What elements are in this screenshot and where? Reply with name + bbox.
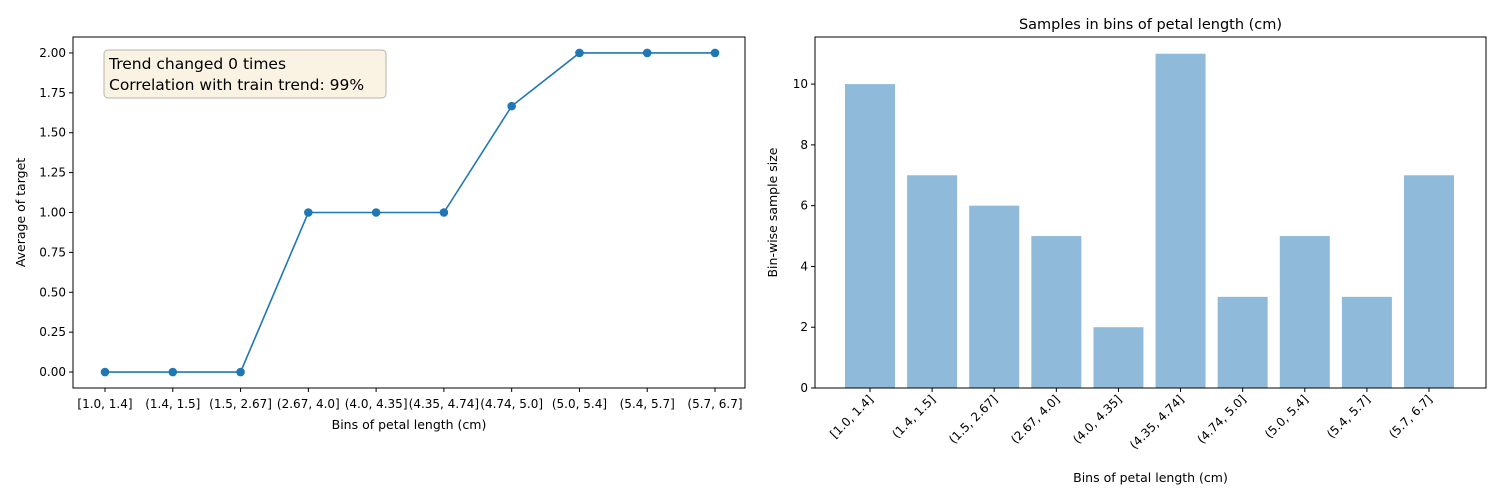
- data-point: [236, 367, 245, 377]
- data-point: [100, 367, 110, 377]
- bar: [1404, 175, 1454, 388]
- x-axis-label: Bins of petal length (cm): [1073, 470, 1228, 485]
- data-point: [642, 48, 652, 58]
- y-tick-label: 0.50: [39, 285, 66, 299]
- x-tick-label: (1.5, 2.67]: [209, 397, 272, 411]
- y-tick-label: 4: [800, 259, 808, 273]
- data-point: [507, 101, 516, 111]
- x-tick-label: (1.4, 1.5]: [145, 397, 200, 411]
- x-tick-label: (5.4, 5.7]: [1324, 392, 1373, 441]
- bar: [1341, 296, 1392, 388]
- annotation-line: Correlation with train trend: 99%: [109, 76, 364, 94]
- x-tick-label: (2.67, 4.0]: [277, 397, 340, 411]
- data-point: [168, 367, 178, 377]
- bar: [1031, 236, 1082, 388]
- annotation-line: Trend changed 0 times: [108, 55, 286, 73]
- y-tick-label: 1.75: [39, 86, 66, 100]
- x-tick-label: (4.0, 4.35]: [345, 397, 408, 411]
- x-tick-label: (5.0, 5.4]: [552, 397, 607, 411]
- bar: [1155, 53, 1206, 388]
- data-point: [304, 208, 313, 217]
- y-tick-label: 0: [800, 381, 808, 395]
- average-target-line-chart: 0.00 0.25 0.50 0.75 1.00 1.25 1.50 1.75 2.00 [1.0…: [13, 36, 746, 432]
- y-tick-label: 1.50: [39, 126, 66, 140]
- x-tick-label: (5.7, 6.7]: [687, 397, 742, 411]
- x-tick-label: (4.74, 5.0]: [480, 397, 543, 411]
- x-tick-label: (4.35, 4.74]: [409, 397, 479, 411]
- bar: [1093, 327, 1144, 388]
- y-axis-label: Bin-wise sample size: [765, 147, 780, 277]
- x-axis-label: Bins of petal length (cm): [332, 417, 487, 432]
- data-point: [710, 48, 720, 58]
- y-tick-label: 0.75: [39, 245, 66, 259]
- annotation-box: [103, 49, 387, 99]
- x-tick-label: (5.7, 6.7]: [1386, 392, 1435, 441]
- y-tick-label: 1.25: [39, 166, 66, 180]
- series-line: [105, 52, 715, 373]
- x-tick-label: (5.0, 5.4]: [1262, 392, 1311, 441]
- data-point: [575, 48, 584, 58]
- y-tick-label: 0.00: [39, 365, 66, 379]
- x-tick-label: (4.0, 4.35]: [1070, 392, 1124, 446]
- x-tick-label: (4.74, 5.0]: [1194, 392, 1248, 446]
- y-tick-label: 1.00: [39, 206, 66, 220]
- chart-title: Samples in bins of petal length (cm): [1019, 17, 1282, 33]
- x-tick-label: [1.0, 1.4]: [77, 397, 132, 411]
- x-tick-label: (4.35, 4.74]: [1127, 392, 1187, 452]
- x-tick-label: (1.5, 2.67]: [946, 392, 1000, 446]
- bar: [845, 84, 895, 389]
- bar: [907, 175, 958, 388]
- y-tick-label: 8: [800, 138, 808, 152]
- x-tick-label: (1.4, 1.5]: [889, 392, 938, 441]
- y-tick-label: 10: [793, 77, 808, 91]
- x-tick-label: [1.0, 1.4]: [827, 392, 876, 441]
- data-point: [439, 208, 449, 217]
- y-axis-label: Average of target: [13, 158, 28, 267]
- bar: [1217, 296, 1268, 388]
- y-tick-label: 2: [800, 320, 808, 334]
- bar: [969, 205, 1020, 388]
- plot-frame: [814, 36, 1487, 389]
- y-tick-label: 2.00: [39, 46, 66, 60]
- x-tick-label: (2.67, 4.0]: [1008, 392, 1062, 446]
- x-tick-label: (5.4, 5.7]: [620, 397, 675, 411]
- bar: [1279, 236, 1330, 388]
- data-point: [371, 208, 381, 217]
- y-tick-label: 6: [800, 199, 808, 213]
- sample-size-bar-chart: 0 2 4 6 8 10 [1.0, 1.4] (1.4, 1.5] (1.5, 2.67] (2…: [765, 17, 1487, 485]
- y-tick-label: 0.25: [39, 325, 66, 339]
